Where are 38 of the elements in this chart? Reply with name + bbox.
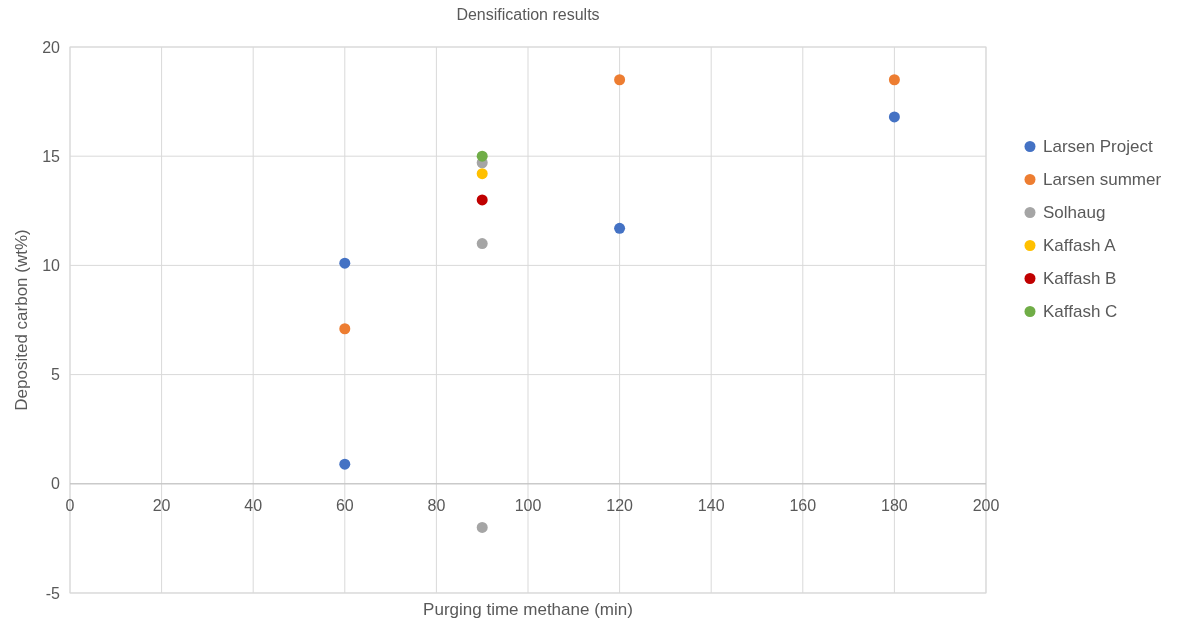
x-tick-label: 60 [335,496,354,514]
x-tick-label: 100 [514,496,542,514]
chart-title: Densification results [456,6,600,23]
point [888,111,900,123]
point [476,521,488,533]
point [339,323,351,335]
legend-label: Kaffash B [1043,269,1117,289]
x-tick-label: 80 [427,496,446,514]
y-tick-label: 5 [51,366,61,384]
y-tick-label: -5 [45,584,61,602]
point [339,257,351,269]
x-tick-label: 120 [606,496,634,514]
point [614,74,626,86]
x-tick-label: 180 [881,496,908,514]
x-tick-label: 40 [244,496,263,514]
x-tick-label: 200 [972,496,1000,514]
x-axis-title: Purging time methane (min) [423,600,633,619]
y-tick-label: 10 [42,257,61,274]
point [339,458,351,470]
point [476,238,488,250]
y-tick-label: 15 [42,147,61,165]
legend-label: Kaffash C [1043,302,1118,322]
y-tick-label: 20 [42,38,61,56]
legend-label: Kaffash A [1043,236,1117,256]
point [888,74,900,86]
point [614,222,626,234]
y-tick-label: 0 [51,475,61,493]
legend-label: Solhaug [1043,203,1106,223]
legend-label: Larsen Project [1043,137,1153,157]
x-tick-label: 20 [152,496,171,514]
point [476,194,488,206]
point [476,168,488,180]
x-tick-label: 140 [697,496,725,514]
legend-label: Larsen summer [1043,170,1162,190]
y-axis-title: Deposited carbon (wt%) [12,229,31,411]
x-tick-label: 160 [789,496,817,514]
x-tick-label: 0 [65,496,75,514]
point [476,150,488,162]
